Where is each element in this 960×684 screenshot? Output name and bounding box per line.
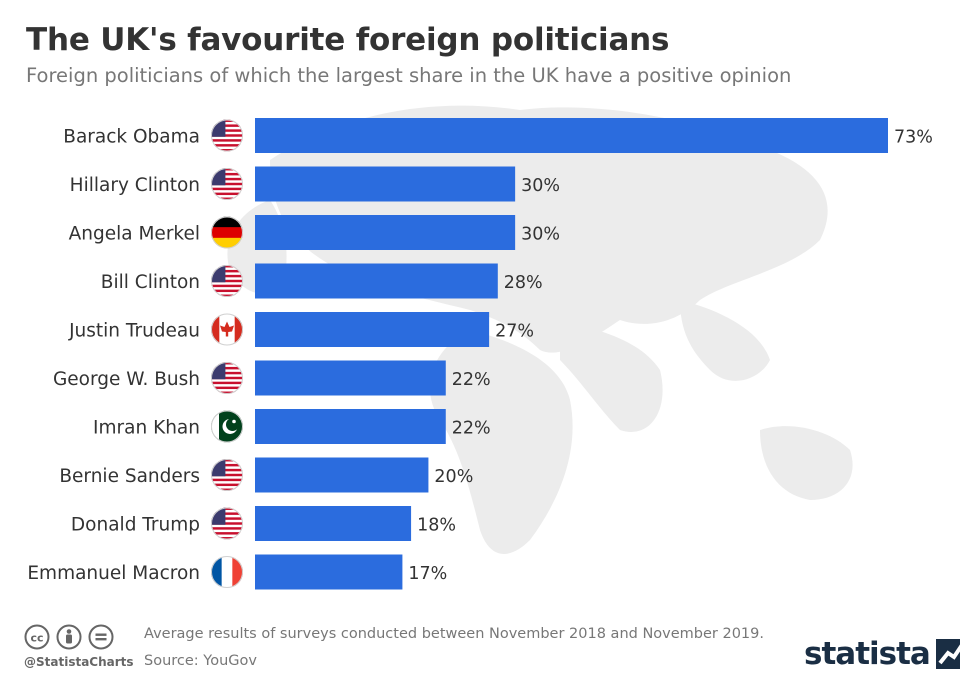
value-label: 20% <box>434 467 473 487</box>
value-label: 27% <box>495 322 534 342</box>
flag-us-icon <box>211 362 243 394</box>
category-label: Angela Merkel <box>69 224 200 245</box>
bar <box>255 506 412 541</box>
flag-de-icon <box>211 216 243 249</box>
flag-us-icon <box>211 168 243 200</box>
category-label: Hillary Clinton <box>70 175 200 196</box>
value-label: 30% <box>521 176 560 196</box>
category-label: George W. Bush <box>53 369 200 390</box>
bar <box>255 457 429 493</box>
flag-us-icon <box>211 265 243 297</box>
bar <box>255 166 516 202</box>
flag-fr-icon <box>211 556 243 588</box>
category-label: Emmanuel Macron <box>27 563 200 584</box>
bar <box>255 312 490 347</box>
value-label: 30% <box>521 225 560 245</box>
page-subtitle: Foreign politicians of which the largest… <box>26 64 792 87</box>
value-label: 22% <box>452 419 491 439</box>
value-label: 18% <box>417 516 456 536</box>
value-label: 28% <box>504 273 543 293</box>
value-label: 17% <box>408 564 447 584</box>
flag-us-icon <box>211 459 243 491</box>
value-label: 73% <box>894 128 933 148</box>
bar <box>255 554 403 590</box>
page-title: The UK's favourite foreign politicians <box>26 22 670 58</box>
flag-ca-icon <box>211 313 243 346</box>
category-label: Bernie Sanders <box>59 466 200 487</box>
bar <box>255 215 516 250</box>
bar <box>255 360 446 396</box>
category-label: Justin Trudeau <box>68 321 200 342</box>
bar <box>255 409 446 444</box>
category-label: Donald Trump <box>71 515 200 536</box>
bar <box>255 263 498 299</box>
flag-pk-icon <box>211 410 243 443</box>
value-label: 22% <box>452 370 491 390</box>
category-label: Bill Clinton <box>101 272 200 293</box>
flag-us-icon <box>211 119 243 152</box>
category-label: Imran Khan <box>93 418 200 439</box>
bar <box>255 118 888 153</box>
flag-us-icon <box>211 507 243 540</box>
category-label: Barack Obama <box>63 127 200 148</box>
